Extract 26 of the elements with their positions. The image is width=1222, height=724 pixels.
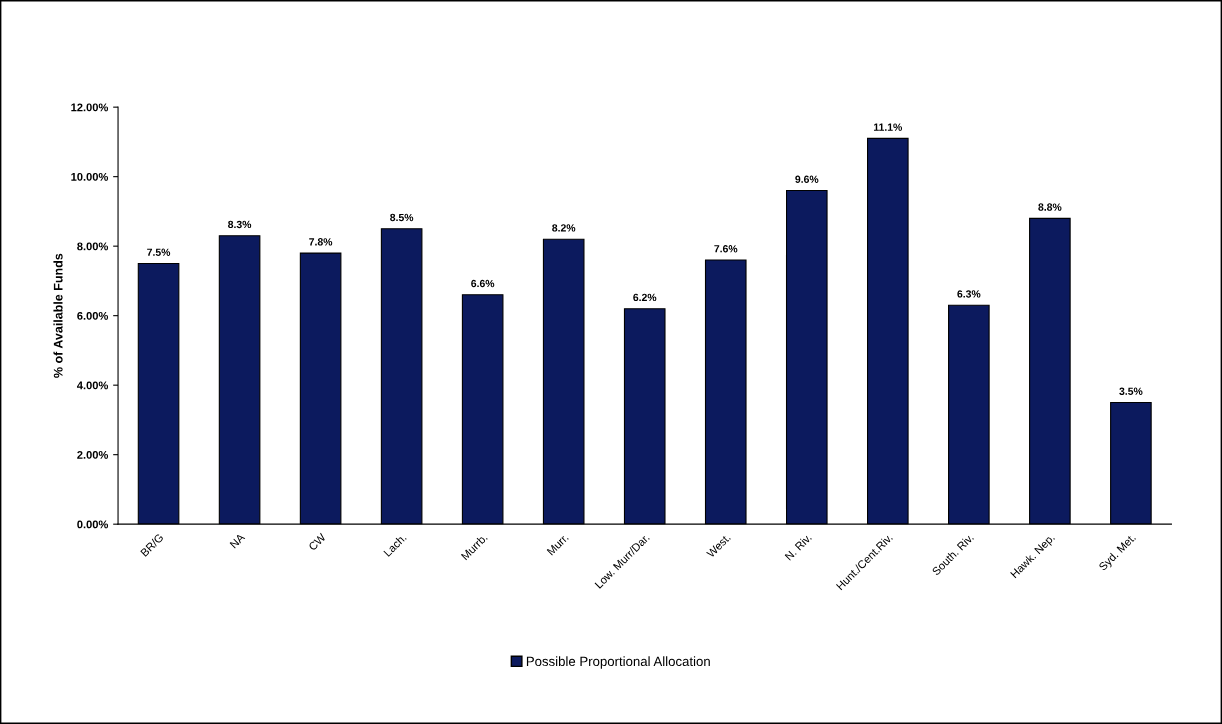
y-tick-label: 0.00%: [77, 520, 109, 529]
data-label: 11.1%: [873, 123, 903, 131]
x-tick-label: N. Riv.: [784, 533, 812, 561]
data-label: 3.5%: [1119, 387, 1143, 395]
data-label: 8.2%: [552, 224, 576, 232]
data-label: 9.6%: [795, 175, 819, 183]
data-label: 8.5%: [390, 213, 414, 222]
data-label: 6.6%: [471, 279, 495, 288]
y-tick-label: 2.00%: [77, 450, 109, 459]
data-label: 7.8%: [309, 238, 333, 246]
data-label: 6.3%: [957, 290, 981, 298]
x-tick-label: NA: [229, 532, 246, 549]
data-label: 7.5%: [147, 248, 171, 256]
y-tick-label: 8.00%: [77, 242, 109, 251]
data-label: 6.2%: [633, 293, 657, 302]
data-label: 7.6%: [714, 245, 738, 253]
y-tick-label: 10.00%: [71, 172, 109, 181]
y-axis-title: % of Available Funds: [53, 253, 63, 378]
data-label: 8.3%: [228, 220, 252, 229]
y-tick-label: 12.00%: [71, 103, 109, 112]
y-tick-label: 4.00%: [76, 381, 109, 390]
legend-label: Possible Proportional Allocation: [526, 656, 710, 669]
x-tick-label: CW: [308, 532, 327, 551]
y-tick-label: 6.00%: [77, 311, 109, 320]
x-tick-label: Syd. Met.: [1098, 533, 1138, 573]
data-label: 8.8%: [1038, 203, 1062, 211]
